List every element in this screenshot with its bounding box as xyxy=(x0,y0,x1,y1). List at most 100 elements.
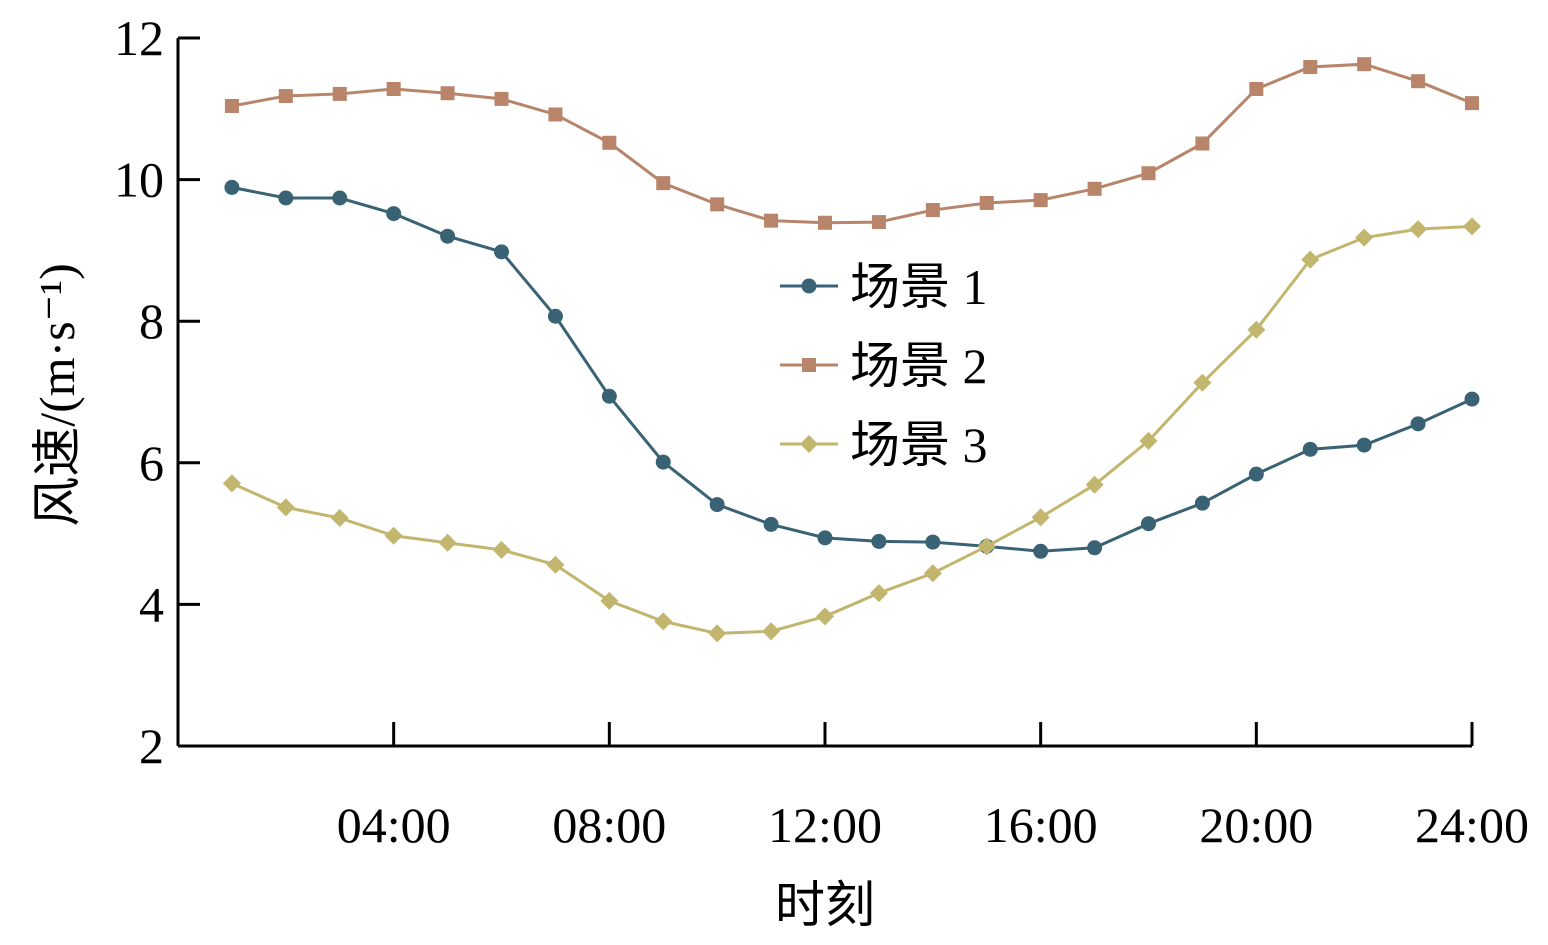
series-2-point xyxy=(1465,96,1479,111)
legend-label: 场景 3 xyxy=(850,417,988,473)
series-2-point xyxy=(764,213,779,228)
y-tick-label: 2 xyxy=(139,718,164,774)
series-3-point xyxy=(708,624,727,643)
series-3-point xyxy=(923,564,942,583)
series-1-point xyxy=(655,454,671,470)
series-3-point xyxy=(276,498,295,517)
series-1-point xyxy=(1356,437,1372,453)
series-2-line xyxy=(231,62,1473,225)
x-tick-label: 20:00 xyxy=(1199,797,1313,853)
series-1-point xyxy=(440,228,456,244)
series-3-point xyxy=(1355,228,1374,247)
series-1-point xyxy=(1194,495,1210,511)
legend-label: 场景 2 xyxy=(850,338,988,394)
x-axis-title: 时刻 xyxy=(775,877,875,933)
series-2-point xyxy=(440,86,455,101)
series-1-point xyxy=(1248,466,1264,482)
series-2-point xyxy=(386,81,401,96)
series-1-point xyxy=(709,497,725,513)
series-3-point xyxy=(977,537,996,556)
series-2-point xyxy=(818,215,832,230)
series-2-point xyxy=(224,98,239,113)
series-2-point xyxy=(1303,60,1318,75)
series-2-point xyxy=(602,135,617,150)
y-tick-label: 8 xyxy=(139,293,164,349)
series-3-point xyxy=(654,612,673,631)
series-2-point xyxy=(1411,74,1426,89)
series-1-point xyxy=(547,308,563,324)
series-2-point xyxy=(548,107,563,122)
series-1-point xyxy=(871,533,887,549)
legend-swatch-marker xyxy=(802,358,816,372)
series-1-point xyxy=(1087,540,1103,556)
legend-swatch-marker xyxy=(800,435,818,453)
series-3-point xyxy=(222,474,241,493)
series-2-point xyxy=(979,195,994,210)
series-2-point xyxy=(656,176,671,191)
legend: 场景 1 场景 2 场景 3 xyxy=(780,259,988,473)
series-3-point xyxy=(816,607,834,626)
series-1-point xyxy=(1141,516,1156,532)
series-1-point xyxy=(1410,416,1426,432)
y-tick-label: 4 xyxy=(139,576,164,632)
series-3-point xyxy=(1409,220,1428,239)
legend-item-3: 场景 3 xyxy=(780,417,988,473)
series-2-point xyxy=(925,203,940,218)
series-1-point xyxy=(1033,543,1049,559)
series-1-point xyxy=(332,190,348,206)
series-2-point xyxy=(332,86,347,101)
series-2-point xyxy=(710,197,725,212)
y-tick-label: 10 xyxy=(114,152,164,208)
series-3-point xyxy=(1139,431,1158,450)
series-3-point xyxy=(546,555,565,574)
series-3-point xyxy=(384,526,403,545)
series-1-point xyxy=(925,534,941,550)
series-1-point xyxy=(278,190,294,206)
series-1-line xyxy=(231,185,1473,553)
series-2-point xyxy=(278,89,293,104)
series-2-point xyxy=(1357,57,1372,72)
y-axis-title: 风速/(m·s⁻¹) xyxy=(29,263,85,527)
series-2-point xyxy=(1141,166,1156,181)
series-1-point xyxy=(817,530,833,546)
series-3-point xyxy=(1247,320,1266,339)
series-3-point xyxy=(492,540,511,559)
x-tick-label: 24:00 xyxy=(1415,797,1529,853)
series-3-point xyxy=(1301,250,1320,269)
series-2-point xyxy=(1033,193,1048,208)
series-3-point xyxy=(1085,475,1104,494)
x-tick-label: 16:00 xyxy=(984,797,1098,853)
series-3-point xyxy=(762,622,781,641)
legend-item-1: 场景 1 xyxy=(780,259,988,315)
series-2-point xyxy=(871,215,886,230)
series-1-point xyxy=(1302,441,1318,457)
series-1-point xyxy=(763,516,779,532)
series-3-point xyxy=(1031,508,1050,527)
series-2 xyxy=(224,57,1479,230)
x-tick-label: 08:00 xyxy=(552,797,666,853)
x-tick-label: 04:00 xyxy=(337,797,451,853)
y-tick-label: 12 xyxy=(114,10,164,66)
series-2-point xyxy=(1249,81,1264,96)
y-ticks: 2 4 6 8 10 12 xyxy=(114,10,200,774)
series-3 xyxy=(222,217,1481,643)
series-2-point xyxy=(1195,136,1210,151)
y-tick-label: 6 xyxy=(139,435,164,491)
series-3-point xyxy=(1193,373,1212,392)
series-2-point xyxy=(1087,181,1102,196)
legend-swatch-marker xyxy=(801,278,817,294)
series-3-point xyxy=(869,584,888,603)
x-tick-label: 12:00 xyxy=(768,797,882,853)
series-3-point xyxy=(600,591,619,610)
series-3-point xyxy=(438,533,457,552)
x-ticks: 04:00 08:00 12:00 16:00 20:00 24:00 xyxy=(337,722,1529,853)
legend-item-2: 场景 2 xyxy=(780,338,988,394)
series-1-point xyxy=(601,388,617,404)
legend-label: 场景 1 xyxy=(850,259,988,315)
series-3-line xyxy=(231,224,1473,635)
series-1-point xyxy=(494,244,509,260)
series-1-point xyxy=(1464,391,1480,407)
series-layer xyxy=(222,57,1481,643)
series-1-point xyxy=(386,206,402,222)
